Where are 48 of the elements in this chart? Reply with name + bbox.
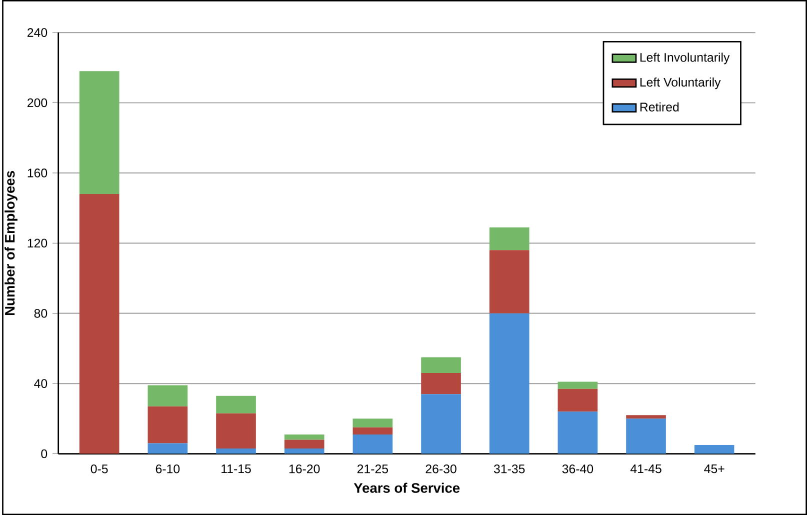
- y-tick-label: 160: [28, 168, 48, 178]
- x-tick-label: 16-20: [289, 464, 320, 474]
- y-tick-label: 240: [28, 28, 48, 37]
- bar: [216, 396, 256, 414]
- bar: [79, 194, 120, 454]
- bar: [216, 413, 256, 448]
- x-tick-label: 31-35: [494, 464, 525, 474]
- legend-label: Retired: [640, 102, 679, 112]
- bar: [489, 250, 530, 314]
- x-tick-label: 41-45: [630, 464, 662, 474]
- bar: [489, 313, 530, 454]
- bar: [489, 227, 530, 250]
- bar: [558, 382, 598, 389]
- bar: [148, 443, 188, 454]
- bar: [148, 406, 188, 444]
- bar: [79, 71, 120, 194]
- x-axis-title: Years of Service: [354, 482, 460, 493]
- bar: [284, 440, 324, 448]
- y-tick-label: 120: [28, 238, 48, 248]
- bar: [558, 388, 598, 412]
- legend-label: Left Involuntarily: [640, 52, 730, 64]
- bar: [421, 372, 461, 394]
- x-tick-label: 26-30: [426, 464, 456, 474]
- x-tick-label: 45+: [704, 464, 724, 474]
- bar: [694, 444, 734, 454]
- bar: [284, 448, 324, 454]
- x-tick-label: 6-10: [156, 464, 180, 474]
- x-tick-label: 21-25: [357, 464, 388, 474]
- y-tick-label: 80: [34, 308, 48, 318]
- bar: [284, 434, 324, 440]
- x-tick-label: 0-5: [90, 464, 108, 474]
- bar: [421, 357, 461, 373]
- x-tick-label: 11-15: [222, 464, 251, 474]
- bar: [148, 385, 188, 406]
- bar: [421, 394, 461, 454]
- bar: [558, 412, 598, 454]
- bar: [626, 415, 666, 419]
- y-tick-label: 200: [28, 98, 48, 108]
- bar: [352, 434, 393, 454]
- bar: [216, 448, 256, 454]
- bar: [352, 418, 393, 428]
- y-tick-label: 40: [34, 379, 48, 388]
- bar: [626, 418, 666, 454]
- legend-label: Left Voluntarily: [640, 77, 721, 89]
- bar: [352, 427, 393, 434]
- x-tick-label: 36-40: [562, 464, 594, 474]
- y-axis-title: Number of Employees: [4, 170, 18, 315]
- y-tick-label: 0: [41, 449, 48, 458]
